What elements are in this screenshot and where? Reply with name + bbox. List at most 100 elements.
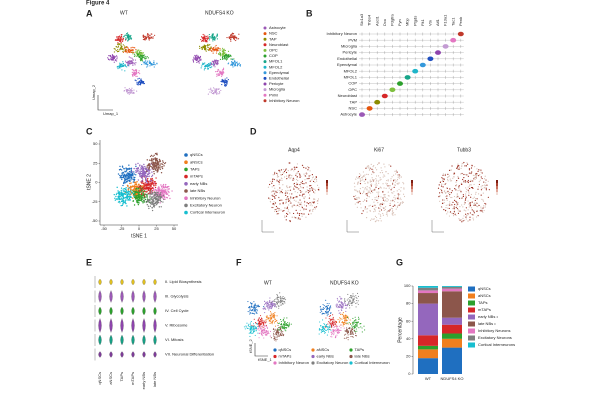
cell-dot xyxy=(367,165,369,167)
cell-dot xyxy=(285,190,287,192)
cell-dot xyxy=(295,182,298,184)
cell-dot xyxy=(213,65,215,67)
violin xyxy=(120,306,124,316)
cell-dot xyxy=(252,330,255,332)
cell-dot xyxy=(213,37,215,39)
cell-dot xyxy=(476,209,478,212)
cell-dot xyxy=(463,177,465,179)
cell-dot xyxy=(251,325,253,328)
cell-dot xyxy=(299,183,301,186)
cell-dot xyxy=(135,174,137,176)
cell-dot xyxy=(340,297,342,299)
gene-label: Slc1a3 xyxy=(359,13,364,26)
cell-dot xyxy=(454,213,456,215)
cell-dot xyxy=(469,187,471,190)
cell-type-label: Pericyte xyxy=(343,50,358,55)
gene-label: Aif1 xyxy=(435,18,440,26)
cell-dot xyxy=(133,73,135,75)
cell-dot xyxy=(124,173,126,176)
cell-dot xyxy=(386,215,388,217)
cell-dot xyxy=(331,318,333,320)
cell-dot xyxy=(291,175,293,177)
cell-dot xyxy=(153,189,156,191)
group-title: WT xyxy=(120,10,128,16)
cell-dot xyxy=(285,215,288,217)
cell-dot xyxy=(150,166,153,168)
cell-dot xyxy=(467,220,469,222)
cell-dot xyxy=(127,91,130,94)
cell-dot xyxy=(356,206,358,208)
cell-dot xyxy=(300,187,302,189)
violin xyxy=(98,290,102,303)
cell-dot xyxy=(382,183,384,185)
cell-dot xyxy=(214,66,216,68)
cell-dot xyxy=(290,202,292,204)
cell-dot xyxy=(470,167,473,169)
cell-dot xyxy=(456,201,458,203)
cell-dot xyxy=(158,161,161,163)
cell-dot xyxy=(226,80,228,83)
cell-dot xyxy=(223,83,226,85)
x-tick-label: -25 xyxy=(119,226,126,231)
cell-dot xyxy=(147,34,150,36)
cell-dot xyxy=(128,180,130,182)
cell-dot xyxy=(463,215,465,217)
cell-dot xyxy=(261,320,263,322)
cell-dot xyxy=(149,195,151,197)
cell-dot xyxy=(326,302,328,305)
cell-dot xyxy=(133,180,135,182)
cell-dot xyxy=(307,213,310,215)
cell-dot xyxy=(386,182,388,185)
cell-dot xyxy=(274,171,276,173)
cell-dot xyxy=(397,198,399,200)
cell-dot xyxy=(120,42,122,44)
cell-dot xyxy=(303,196,305,198)
cell-dot xyxy=(119,193,121,195)
cell-dot xyxy=(211,47,213,49)
cell-dot xyxy=(441,177,443,179)
cell-dot xyxy=(380,209,383,211)
cell-dot xyxy=(288,174,290,176)
cell-dot xyxy=(233,63,235,65)
cell-dot xyxy=(227,50,230,53)
cell-dot xyxy=(379,217,381,220)
cell-dot xyxy=(373,189,375,191)
cell-dot xyxy=(274,305,276,307)
cell-dot xyxy=(286,207,288,210)
cell-dot xyxy=(449,204,451,206)
cell-dot xyxy=(203,62,205,65)
cell-dot xyxy=(155,153,157,155)
cell-dot xyxy=(136,201,139,203)
cell-dot xyxy=(154,168,156,170)
cell-dot xyxy=(214,61,216,63)
cell-dot xyxy=(222,79,225,82)
cell-dot xyxy=(445,192,447,194)
cell-dot xyxy=(383,207,385,209)
cell-dot xyxy=(200,38,202,41)
cell-dot xyxy=(115,60,118,62)
cell-dot xyxy=(138,49,140,51)
cell-dot xyxy=(378,207,380,209)
cell-dot xyxy=(133,195,135,197)
cell-dot xyxy=(355,198,357,200)
cell-dot xyxy=(455,200,457,202)
cell-dot xyxy=(343,321,345,324)
cell-dot xyxy=(282,298,284,300)
cell-dot xyxy=(285,201,287,203)
gene-label: F13a1 xyxy=(443,14,448,26)
cell-dot xyxy=(275,336,277,338)
cell-dot xyxy=(216,34,218,36)
cell-dot xyxy=(394,204,396,206)
cell-dot xyxy=(480,194,482,196)
cell-dot xyxy=(118,65,120,67)
cell-dot xyxy=(117,36,119,38)
cell-dot xyxy=(150,63,152,65)
cell-type-label: OPC xyxy=(348,87,357,92)
cell-dot xyxy=(381,203,384,206)
cell-dot xyxy=(124,199,127,201)
cell-dot xyxy=(278,307,280,309)
cell-dot xyxy=(333,332,335,334)
cell-dot xyxy=(246,327,248,329)
cell-dot xyxy=(376,169,378,171)
cell-dot xyxy=(150,202,152,204)
